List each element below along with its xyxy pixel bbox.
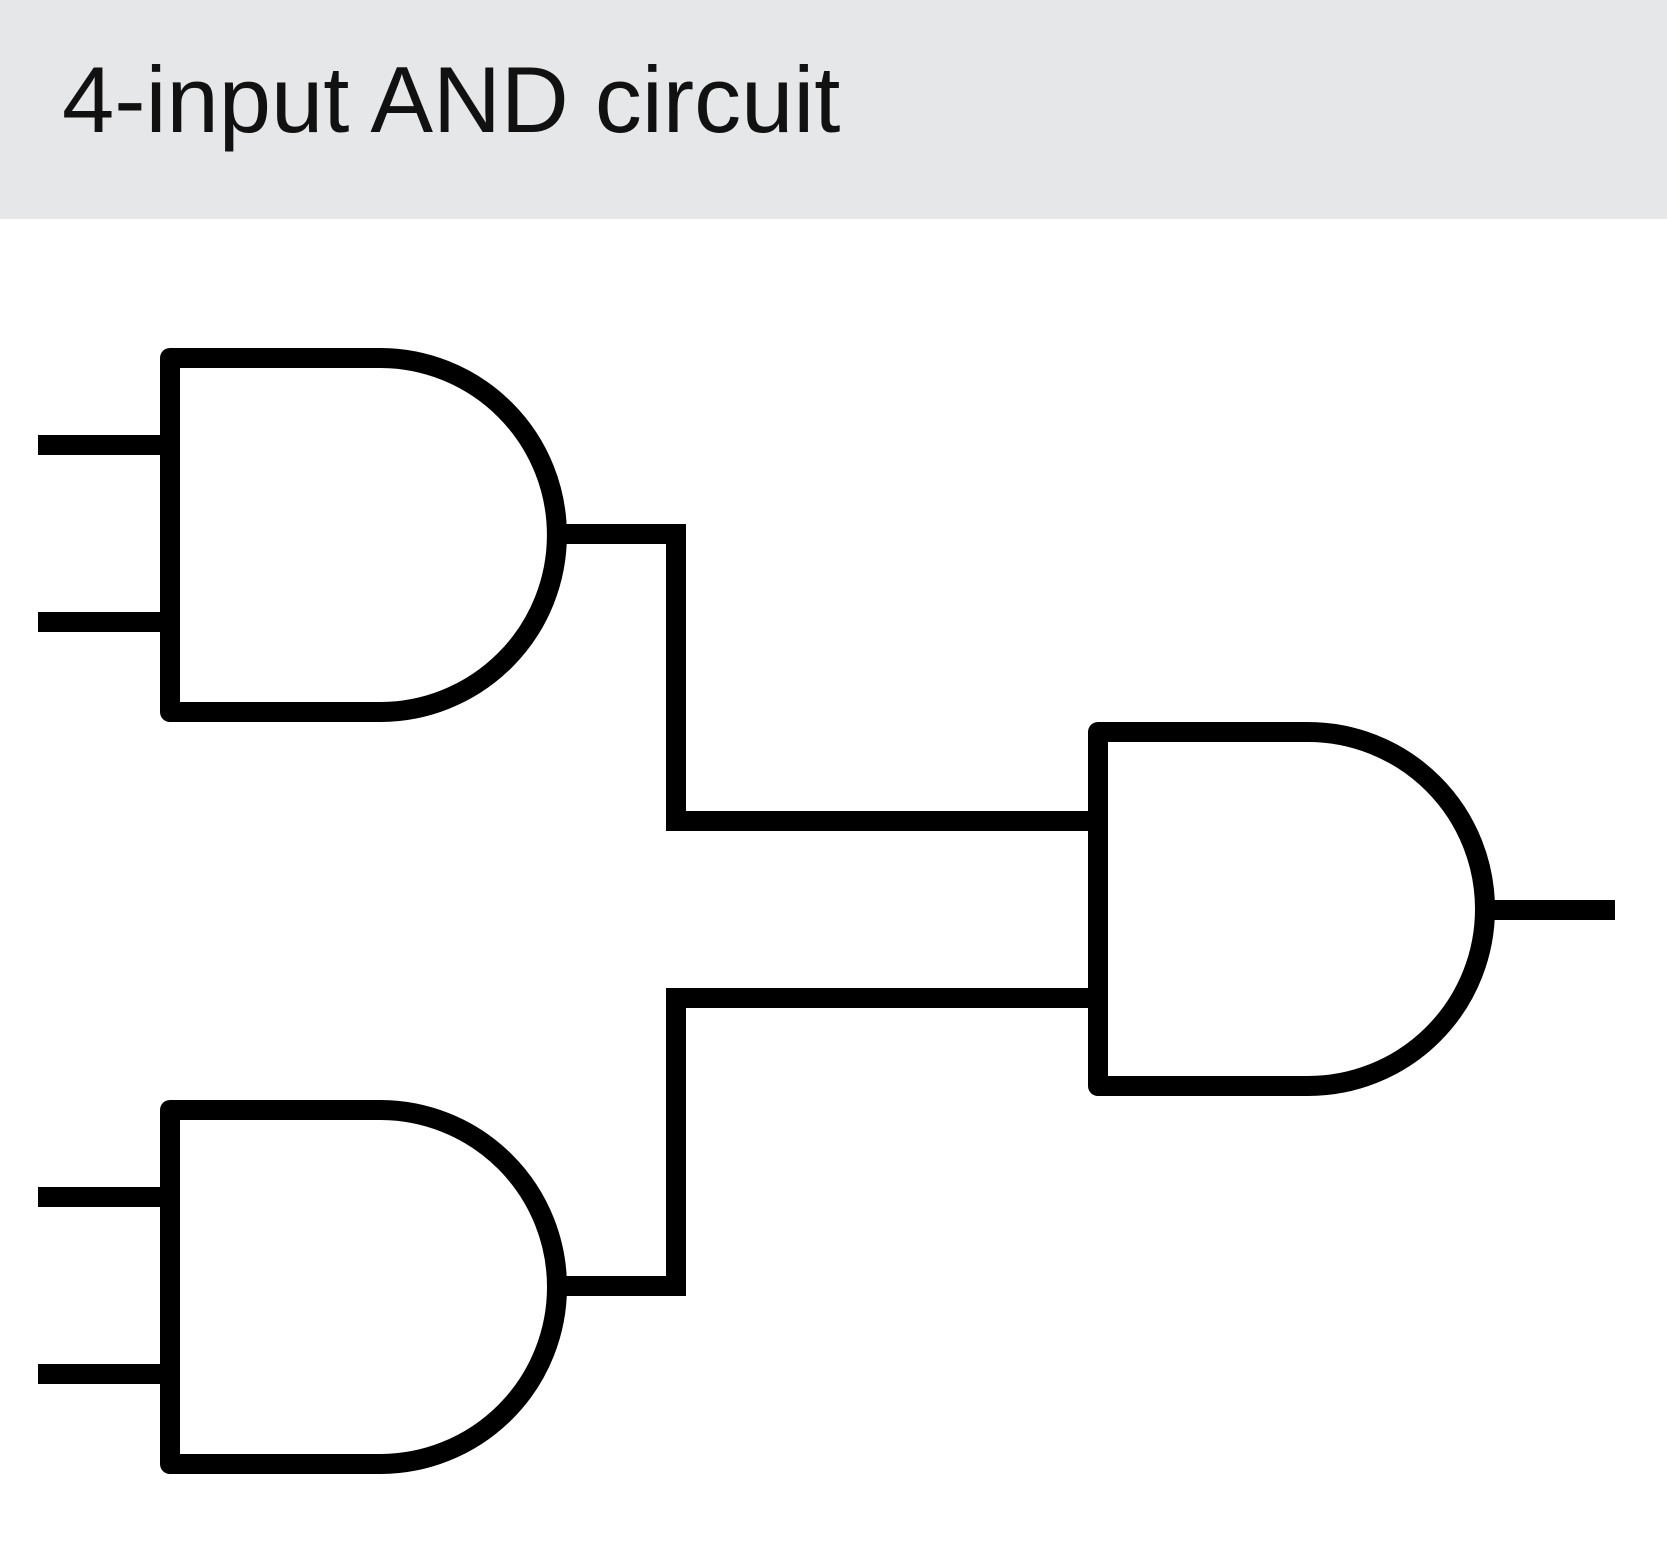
and-gate-3 [1088,722,1615,1096]
wire-gate-1-to-gate-3 [556,524,1098,831]
title-bar: 4-input AND circuit [0,0,1667,219]
page-title: 4-input AND circuit [62,47,841,152]
and-gate-2-body [160,1100,567,1474]
and-gate-3-body [1088,722,1495,1096]
and-gate-1-body [160,348,567,722]
and-gate-2 [38,1100,567,1474]
and-gate-1 [38,348,567,722]
wire-gate-2-to-gate-3 [556,988,1098,1296]
